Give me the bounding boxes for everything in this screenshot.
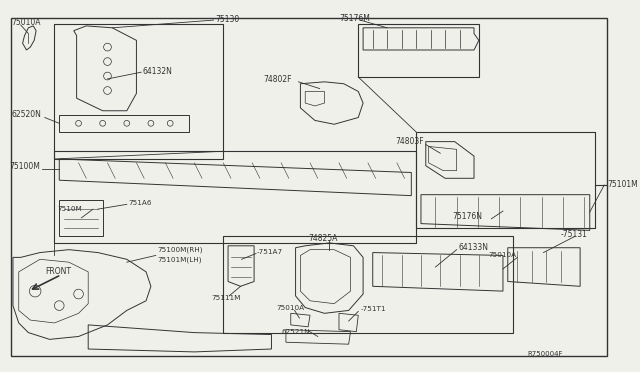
Text: 74803F: 74803F <box>395 137 424 146</box>
Text: FRONT: FRONT <box>45 267 71 276</box>
Bar <box>358 24 479 77</box>
Text: 62521N: 62521N <box>281 328 310 335</box>
Text: 64133N: 64133N <box>459 243 488 252</box>
Text: -751T1: -751T1 <box>360 307 386 312</box>
Bar <box>54 24 223 159</box>
Text: 75010A: 75010A <box>11 19 40 28</box>
Text: 75111M: 75111M <box>212 295 241 301</box>
Text: R750004F: R750004F <box>527 351 563 357</box>
Text: 7510M: 7510M <box>58 206 82 212</box>
Text: 75176M: 75176M <box>339 14 370 23</box>
Text: 75010A: 75010A <box>488 253 516 259</box>
Text: -751A7: -751A7 <box>257 248 283 254</box>
Bar <box>54 151 416 243</box>
Text: 751A6: 751A6 <box>129 201 152 206</box>
Text: 74802F: 74802F <box>264 76 292 84</box>
Text: 64132N: 64132N <box>142 67 172 76</box>
Bar <box>416 132 595 228</box>
Text: 62520N: 62520N <box>11 110 41 119</box>
Text: 75130: 75130 <box>216 15 240 24</box>
Text: 74825A: 74825A <box>308 234 337 243</box>
Text: 75101M: 75101M <box>607 180 638 189</box>
Text: 75101M(LH): 75101M(LH) <box>157 256 202 263</box>
Text: -75131: -75131 <box>561 230 588 239</box>
Text: 75010A: 75010A <box>276 305 305 311</box>
Bar <box>223 236 513 333</box>
Text: 75176N: 75176N <box>452 212 483 221</box>
Text: 75100M: 75100M <box>9 162 40 171</box>
Text: 75100M(RH): 75100M(RH) <box>157 246 203 253</box>
